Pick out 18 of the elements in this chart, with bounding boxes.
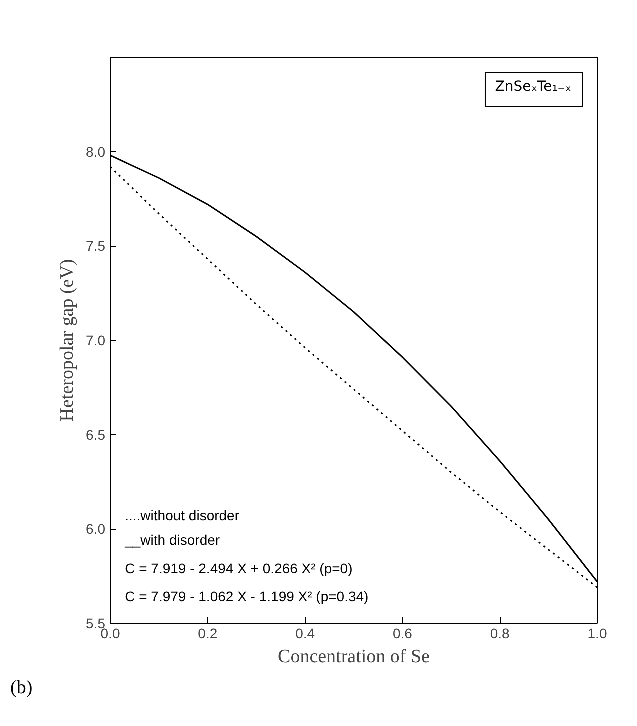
x-tick-label: 0.6	[392, 626, 413, 642]
y-tick-label: 7.0	[86, 332, 106, 348]
annotation: __with disorder	[124, 532, 220, 548]
annotation: ....without disorder	[125, 508, 240, 524]
x-tick-label: 1.0	[588, 626, 608, 642]
text: (b)	[10, 678, 33, 698]
x-tick-label: 0.2	[198, 626, 218, 642]
y-tick-label: 6.0	[86, 521, 106, 538]
x-tick-label: 0.4	[296, 626, 316, 642]
annotation: C = 7.979 - 1.062 X - 1.199 X² (p=0.34)	[125, 588, 369, 605]
annotation: C = 7.919 - 2.494 X + 0.266 X² (p=0)	[125, 560, 353, 576]
annotation: ZnSeₓTe₁₋ₓ	[495, 79, 572, 96]
x-axis-title: Concentration of Se	[278, 646, 430, 668]
y-tick-label: 7.5	[86, 238, 106, 254]
y-tick-label: 8.0	[86, 144, 106, 160]
x-tick-label: 0.8	[490, 626, 510, 642]
y-axis-title: Heteropolar gap (eV)	[57, 259, 78, 422]
y-tick-label: 6.5	[86, 426, 106, 443]
